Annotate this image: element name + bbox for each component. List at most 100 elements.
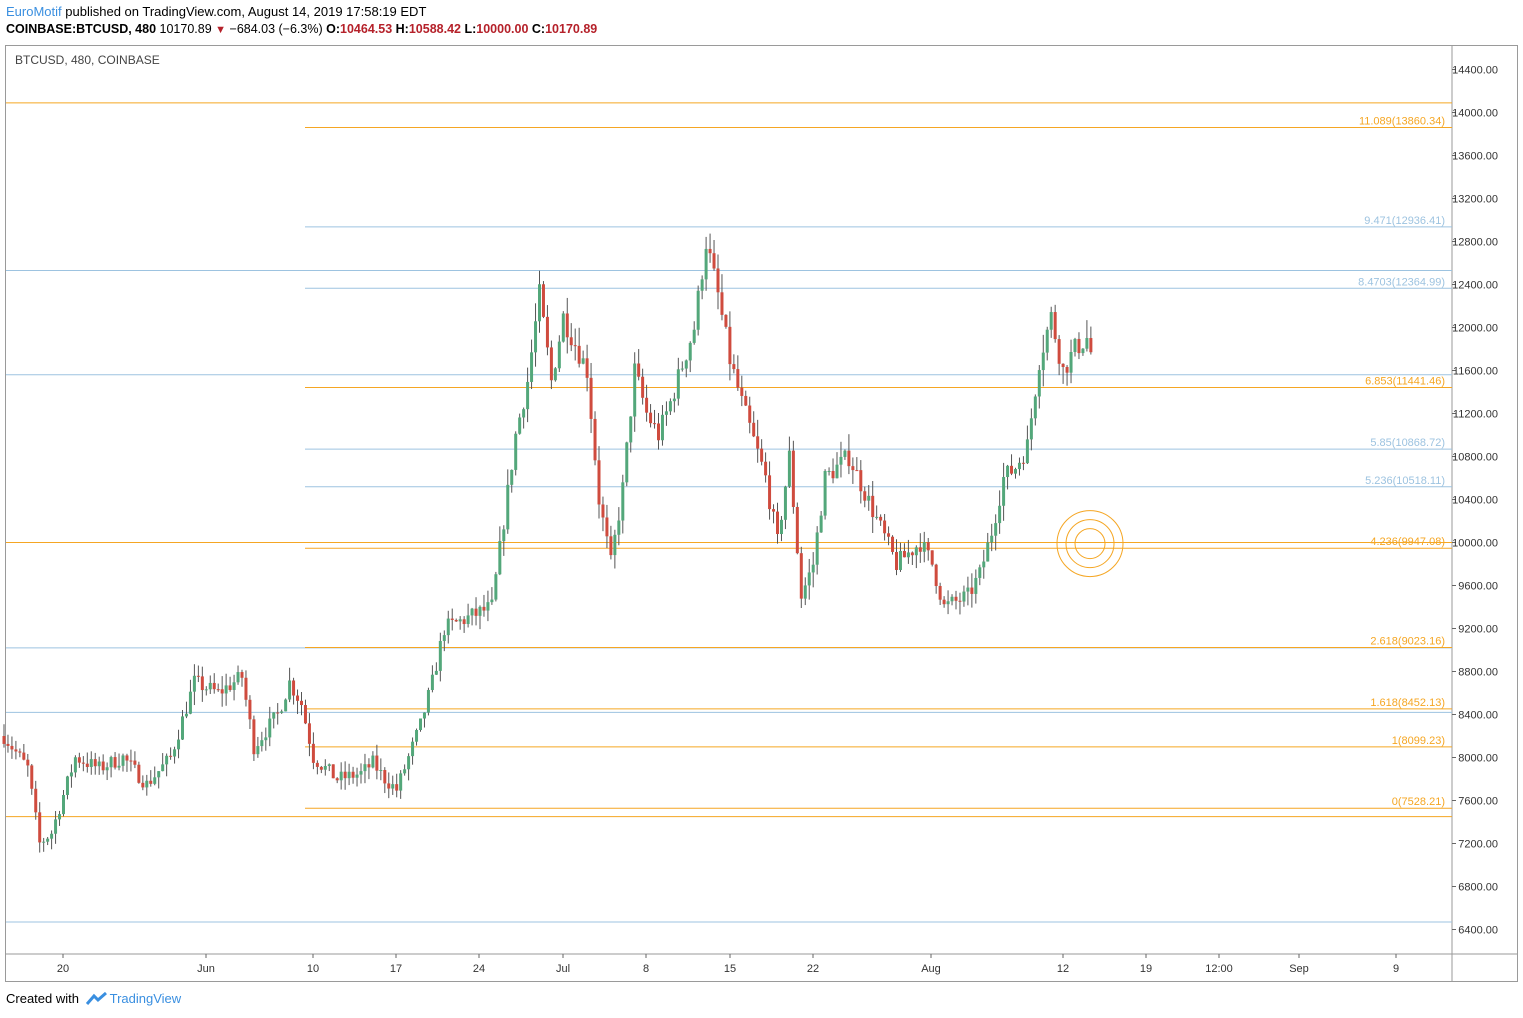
- candle-body: [252, 719, 256, 755]
- candle-body: [787, 450, 791, 487]
- candle-body: [244, 677, 248, 700]
- candle-body: [672, 398, 676, 402]
- candle-body: [883, 520, 887, 534]
- candle-body: [867, 495, 871, 501]
- y-tick-label: 8000.00: [1458, 753, 1498, 765]
- candle-body: [684, 360, 688, 369]
- candle-body: [974, 577, 978, 594]
- fib-level-label: 5.85(10868.72): [1370, 437, 1445, 449]
- candle-body: [1029, 418, 1033, 440]
- candle-body: [680, 368, 684, 370]
- candle-body: [922, 542, 926, 552]
- candle-body: [339, 771, 343, 781]
- y-tick-label: 11200.00: [1453, 409, 1498, 421]
- candle-body: [839, 456, 843, 465]
- publish-header: EuroMotif published on TradingView.com, …: [6, 4, 426, 19]
- candle-body: [248, 699, 252, 720]
- candle-body: [863, 491, 867, 501]
- candle-body: [93, 759, 97, 767]
- y-tick-label: 7600.00: [1458, 796, 1498, 808]
- candle-body: [657, 423, 660, 441]
- candle-body: [260, 740, 264, 747]
- x-tick-label: 12:00: [1205, 963, 1233, 975]
- candle-body: [688, 342, 692, 361]
- candle-body: [609, 536, 613, 556]
- fib-level-label: 2.618(9023.16): [1370, 636, 1445, 648]
- y-tick-label: 14400.00: [1452, 65, 1498, 77]
- candle-body: [97, 761, 101, 767]
- candle-body: [268, 718, 272, 738]
- candle-body: [18, 751, 22, 753]
- candle-body: [38, 812, 42, 843]
- candle-body: [446, 618, 450, 636]
- candle-body: [1017, 462, 1021, 470]
- candle-body: [744, 395, 748, 406]
- candle-body: [732, 364, 736, 370]
- y-tick-label: 11600.00: [1453, 366, 1498, 378]
- chart-frame[interactable]: [5, 45, 1518, 982]
- candle-body: [617, 520, 621, 535]
- candle-body: [1037, 370, 1041, 397]
- candle-body: [1073, 338, 1077, 353]
- candle-body: [415, 730, 419, 742]
- x-tick-label: Jun: [197, 963, 215, 975]
- candle-body: [906, 552, 910, 558]
- last-price: 10170.89: [159, 22, 212, 36]
- down-arrow-icon: ▼: [215, 24, 227, 36]
- candle-body: [795, 506, 799, 554]
- candle-body: [450, 618, 454, 620]
- candle-body: [232, 682, 236, 690]
- candle-body: [736, 369, 740, 388]
- candle-body: [561, 313, 565, 342]
- y-tick-label: 9200.00: [1458, 624, 1498, 636]
- candle-body: [645, 397, 649, 413]
- candle-body: [208, 682, 212, 690]
- candle-body: [367, 764, 371, 768]
- candle-body: [81, 762, 85, 764]
- candle-body: [331, 764, 335, 779]
- candle-body: [851, 466, 855, 471]
- candle-body: [902, 550, 906, 558]
- candle-body: [764, 461, 768, 476]
- candle-body: [426, 689, 430, 713]
- candle-body: [236, 672, 240, 683]
- y-tick-label: 10800.00: [1452, 452, 1498, 464]
- author-link[interactable]: EuroMotif: [6, 4, 62, 19]
- candle-body: [77, 757, 81, 763]
- candle-body: [569, 337, 573, 346]
- candle-body: [522, 409, 526, 418]
- candle-body: [399, 773, 403, 791]
- footer: Created with TradingView: [6, 991, 181, 1006]
- candle-body: [363, 764, 367, 772]
- y-tick-label: 10000.00: [1452, 538, 1498, 550]
- candle-body: [621, 482, 625, 521]
- candle-body: [121, 755, 125, 766]
- fib-level-label: 8.4703(12364.99): [1358, 276, 1445, 288]
- candle-body: [196, 675, 200, 677]
- candle-body: [65, 776, 69, 795]
- candle-body: [50, 833, 54, 839]
- candle-body: [557, 341, 561, 369]
- candle-body: [962, 591, 966, 602]
- open-value: 10464.53: [340, 22, 393, 36]
- x-tick-label: Jul: [556, 963, 570, 975]
- candle-body: [823, 471, 827, 516]
- candle-body: [335, 778, 339, 781]
- x-tick-label: 9: [1393, 963, 1399, 975]
- tradingview-brand[interactable]: TradingView: [109, 991, 182, 1006]
- candle-body: [133, 760, 137, 765]
- candle-body: [895, 551, 898, 570]
- candle-body: [716, 268, 720, 293]
- candle-body: [327, 764, 331, 767]
- candle-body: [403, 769, 407, 774]
- candle-body: [1053, 312, 1057, 340]
- candle-body: [958, 600, 962, 602]
- candle-body: [387, 783, 391, 789]
- candle-body: [986, 542, 990, 562]
- candle-body: [534, 321, 538, 353]
- candle-body: [2, 736, 6, 744]
- candle-body: [113, 757, 117, 768]
- candle-body: [284, 699, 288, 712]
- candle-body: [518, 417, 522, 434]
